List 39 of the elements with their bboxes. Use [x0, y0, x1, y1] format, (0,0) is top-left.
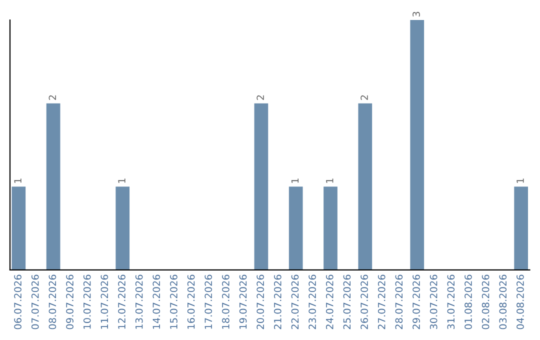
x-tick-label: 13.07.2026 [135, 274, 143, 329]
x-tick-label: 17.07.2026 [204, 274, 212, 329]
x-tick-label: 28.07.2026 [395, 274, 403, 330]
x-tick-label: 02.08.2026 [482, 274, 490, 330]
x-tick-label: 08.07.2026 [48, 274, 56, 330]
x-tick-label: 31.07.2026 [447, 274, 455, 330]
data-label: 1 [326, 178, 334, 183]
x-tick-label: 23.07.2026 [308, 274, 316, 330]
data-label: 1 [516, 178, 524, 183]
x-tick-label: 26.07.2026 [360, 274, 368, 330]
x-tick-label: 29.07.2026 [412, 274, 420, 330]
x-tick-label: 20.07.2026 [256, 274, 264, 330]
x-tick-label: 12.07.2026 [118, 274, 126, 329]
x-tick-label: 30.07.2026 [430, 274, 438, 330]
x-tick-label: 21.07.2026 [274, 274, 282, 330]
x-tick-label: 24.07.2026 [326, 274, 334, 330]
x-tick-label: 16.07.2026 [187, 274, 195, 329]
data-label: 3 [412, 12, 420, 17]
x-tick-label: 14.07.2026 [152, 274, 160, 329]
x-tick-label: 15.07.2026 [170, 274, 178, 329]
data-label: 1 [291, 178, 299, 183]
x-tick-label: 03.08.2026 [499, 274, 507, 330]
x-tick-label: 09.07.2026 [66, 274, 74, 330]
x-tick-label: 11.07.2026 [100, 274, 108, 329]
x-tick-label: 01.08.2026 [464, 274, 472, 330]
x-tick-label: 27.07.2026 [378, 274, 386, 330]
data-label: 1 [14, 178, 22, 183]
data-label: 2 [256, 95, 264, 100]
x-tick-label: 06.07.2026 [14, 274, 22, 330]
data-label: 1 [118, 178, 126, 183]
x-tick-label: 22.07.2026 [291, 274, 299, 330]
x-tick-label: 18.07.2026 [222, 274, 230, 329]
x-tick-label: 25.07.2026 [343, 274, 351, 330]
x-tick-label: 04.08.2026 [516, 274, 524, 330]
data-label: 2 [360, 95, 368, 100]
data-label: 2 [48, 95, 56, 100]
x-tick-label: 10.07.2026 [83, 274, 91, 329]
x-tick-label: 19.07.2026 [239, 274, 247, 329]
x-tick-label: 07.07.2026 [31, 274, 39, 330]
